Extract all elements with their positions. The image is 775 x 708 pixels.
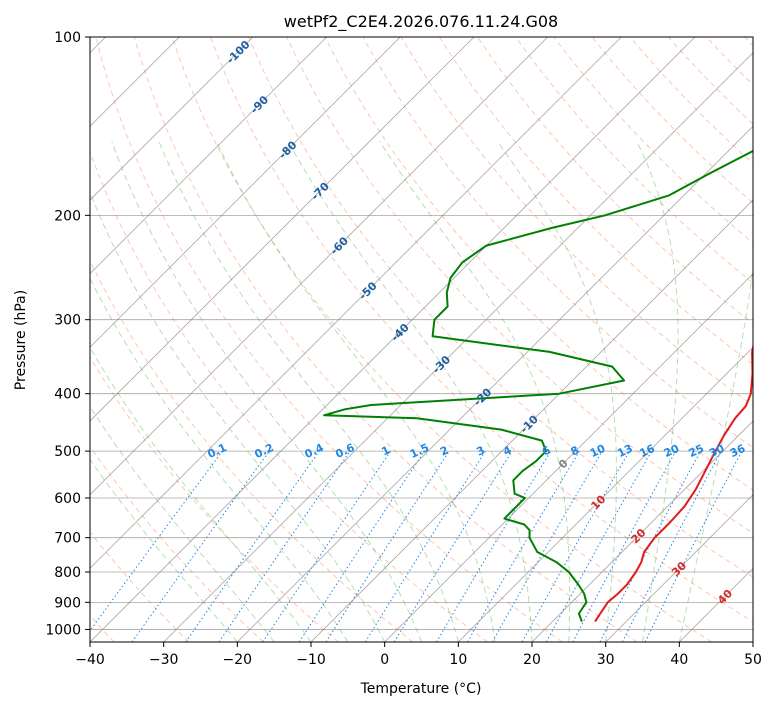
mixing-ratio-line — [185, 450, 320, 642]
dry-adiabat-line — [324, 37, 753, 491]
x-axis-label: Temperature (°C) — [360, 681, 482, 697]
dewpoint-line — [323, 149, 753, 622]
x-tick-label: 40 — [670, 652, 688, 668]
mixing-ratio-label: 10 — [588, 442, 608, 460]
x-tick-label: 50 — [744, 652, 762, 668]
y-tick-label: 200 — [54, 208, 81, 224]
mixing-ratio-line — [393, 450, 513, 642]
y-tick-label: 500 — [54, 444, 81, 460]
dry-adiabat-line — [90, 259, 414, 642]
dry-adiabat-line — [248, 37, 753, 578]
mixing-ratio-line — [298, 450, 425, 642]
dry-adiabat-line — [286, 37, 753, 534]
x-tick-label: 10 — [449, 652, 467, 668]
dry-adiabat-line — [90, 531, 190, 642]
mixing-ratio-line — [644, 450, 743, 642]
dry-adiabat-line — [133, 37, 638, 642]
x-tick-label: −40 — [75, 652, 105, 668]
mixing-ratio-label: 20 — [662, 442, 682, 460]
dry-adiabat-line — [210, 37, 753, 623]
mixing-ratio-line — [325, 450, 450, 642]
isotherm-line — [237, 125, 753, 642]
isotherm-line — [384, 273, 753, 642]
y-tick-label: 1000 — [45, 622, 81, 638]
isotherm-line — [605, 494, 753, 642]
dry-adiabat-line — [95, 37, 563, 642]
mixing-ratio-line — [262, 450, 392, 642]
x-tick-label: −30 — [149, 652, 179, 668]
isotherm-line — [458, 346, 753, 642]
isotherm-line — [163, 52, 753, 642]
y-tick-label: 600 — [54, 491, 81, 507]
isotherm-line — [90, 37, 696, 642]
dry-adiabat-line — [400, 37, 753, 407]
plot-frame — [89, 36, 754, 643]
temperature-line — [594, 343, 753, 623]
mixing-ratio-line — [131, 450, 270, 642]
mixing-ratio-line — [521, 450, 630, 642]
y-tick-label: 900 — [54, 595, 81, 611]
isotherm-line — [90, 37, 254, 201]
y-axis-label: Pressure (hPa) — [13, 290, 29, 390]
isotherm-line — [90, 37, 548, 496]
isotherm-line — [90, 37, 327, 275]
mixing-ratio-line — [572, 450, 677, 642]
mixing-ratio-label: 36 — [728, 442, 748, 460]
mixing-ratio-line — [545, 450, 653, 642]
y-tick-label: 700 — [54, 531, 81, 547]
mixing-ratio-label: 16 — [638, 442, 658, 460]
chart-title: wetPf2_C2E4.2026.076.11.24.G08 — [284, 12, 558, 32]
x-tick-label: −10 — [296, 652, 326, 668]
mixing-ratio-label: 30 — [707, 442, 727, 460]
y-tick-label: 400 — [54, 387, 81, 403]
isotherm-line — [90, 37, 475, 422]
x-tick-label: −20 — [223, 652, 253, 668]
isotherm-line — [310, 199, 753, 642]
dry-adiabat-line — [90, 356, 339, 642]
mixing-ratio-label: 25 — [687, 442, 706, 460]
y-tick-label: 800 — [54, 565, 81, 581]
isotherm-line — [90, 37, 401, 348]
dry-adiabat-line — [438, 37, 753, 366]
y-tick-label: 100 — [54, 30, 81, 46]
mixing-ratio-line — [218, 450, 351, 642]
mixing-ratio-label: 13 — [615, 442, 634, 460]
series-lines — [323, 149, 753, 623]
mixing-ratio-line — [90, 450, 223, 632]
isotherm-line — [90, 37, 622, 569]
x-tick-label: 20 — [523, 652, 541, 668]
x-tick-label: 30 — [597, 652, 615, 668]
axes: −40 −30 −20 −10 0 10 20 30 40 50 100 200 300 400 500 60… — [45, 30, 762, 668]
isotherm-line — [531, 420, 753, 642]
y-tick-label: 300 — [54, 313, 81, 329]
grid-lines — [90, 37, 753, 642]
x-tick-label: 0 — [380, 652, 389, 668]
